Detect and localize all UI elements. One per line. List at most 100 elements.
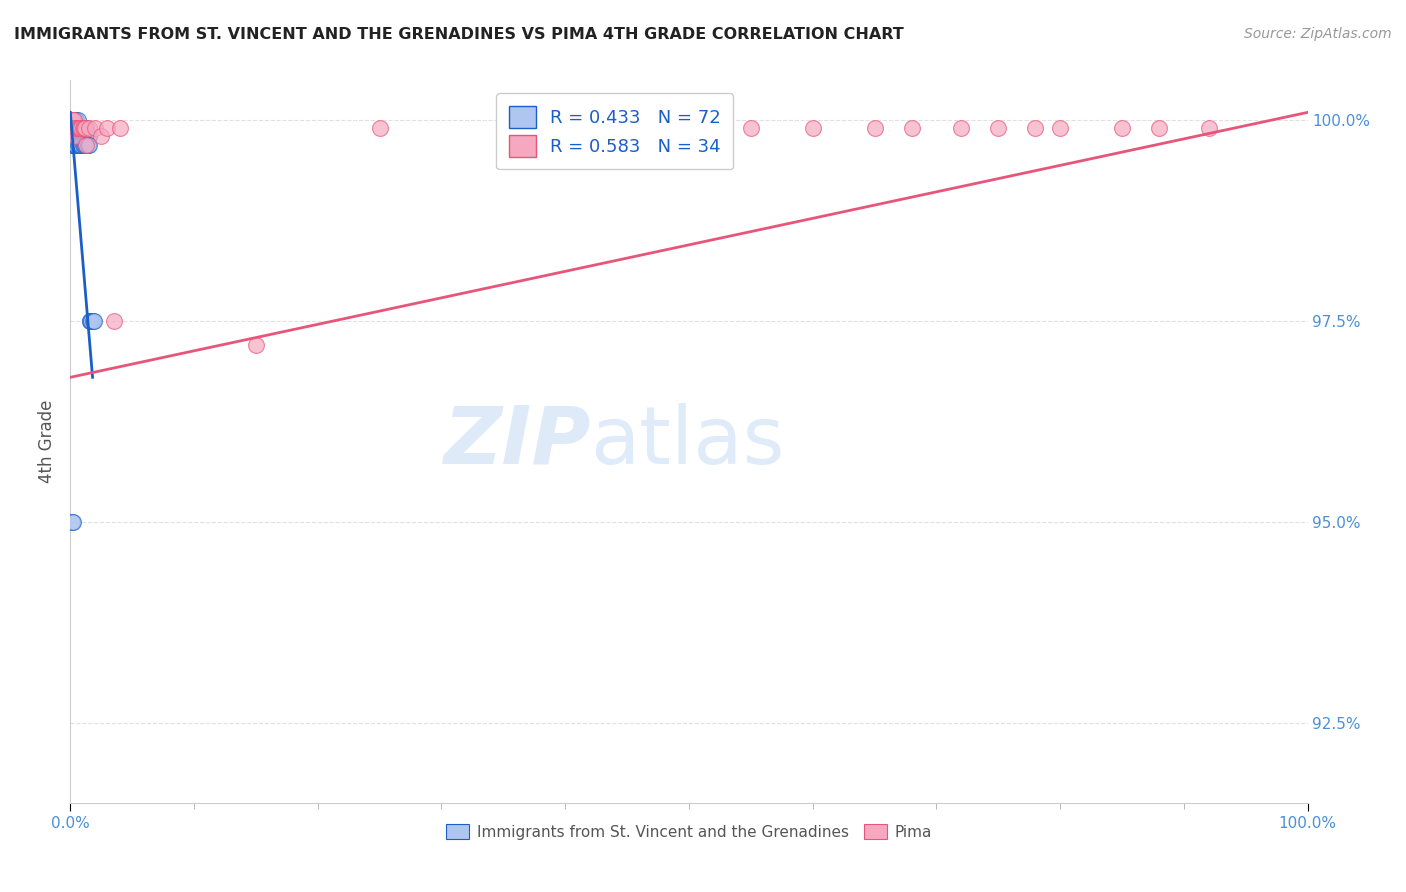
Point xyxy=(66,121,89,136)
Point xyxy=(60,113,83,128)
Point xyxy=(73,121,96,136)
Point xyxy=(82,314,104,328)
Point xyxy=(65,129,87,144)
Point xyxy=(67,129,90,144)
Point xyxy=(63,121,86,136)
Point xyxy=(62,129,84,144)
Point xyxy=(79,314,101,328)
Point xyxy=(67,137,90,152)
Point xyxy=(63,137,86,152)
Text: ZIP: ZIP xyxy=(443,402,591,481)
Point xyxy=(67,121,90,136)
Point xyxy=(62,137,84,152)
Point xyxy=(245,338,267,352)
Point xyxy=(62,121,84,136)
Point xyxy=(65,121,87,136)
Point xyxy=(103,314,125,328)
Point xyxy=(63,113,86,128)
Point xyxy=(62,113,84,128)
Point xyxy=(62,113,84,128)
Point xyxy=(368,121,391,136)
Point xyxy=(72,137,94,152)
Point xyxy=(66,121,89,136)
Point xyxy=(863,121,886,136)
Point xyxy=(90,129,112,144)
Point xyxy=(108,121,131,136)
Point xyxy=(62,121,84,136)
Point xyxy=(70,121,93,136)
Point xyxy=(75,137,97,152)
Point xyxy=(65,137,87,152)
Point xyxy=(77,129,100,144)
Point xyxy=(77,121,100,136)
Point xyxy=(1111,121,1133,136)
Point xyxy=(65,137,87,152)
Point xyxy=(70,121,93,136)
Point xyxy=(66,121,89,136)
Point xyxy=(96,121,118,136)
Point xyxy=(69,121,91,136)
Point xyxy=(65,121,87,136)
Point xyxy=(1198,121,1220,136)
Point xyxy=(69,129,91,144)
Point xyxy=(79,314,101,328)
Point xyxy=(69,137,91,152)
Point xyxy=(801,121,824,136)
Point xyxy=(75,121,97,136)
Point xyxy=(69,121,91,136)
Point xyxy=(72,121,94,136)
Point xyxy=(65,121,87,136)
Text: Source: ZipAtlas.com: Source: ZipAtlas.com xyxy=(1244,27,1392,41)
Point xyxy=(63,113,86,128)
Point xyxy=(65,121,87,136)
Point xyxy=(66,137,89,152)
Point xyxy=(66,129,89,144)
Text: IMMIGRANTS FROM ST. VINCENT AND THE GRENADINES VS PIMA 4TH GRADE CORRELATION CHA: IMMIGRANTS FROM ST. VINCENT AND THE GREN… xyxy=(14,27,904,42)
Point xyxy=(62,121,84,136)
Point xyxy=(60,113,83,128)
Point xyxy=(66,113,89,128)
Point xyxy=(60,515,83,529)
Text: atlas: atlas xyxy=(591,402,785,481)
Point xyxy=(1147,121,1170,136)
Point xyxy=(60,121,83,136)
Point xyxy=(65,137,87,152)
Point xyxy=(72,121,94,136)
Point xyxy=(60,137,83,152)
Point xyxy=(60,113,83,128)
Point xyxy=(900,121,922,136)
Point xyxy=(70,137,93,152)
Legend: Immigrants from St. Vincent and the Grenadines, Pima: Immigrants from St. Vincent and the Gren… xyxy=(440,818,938,846)
Point xyxy=(75,137,97,152)
Point xyxy=(65,113,87,128)
Point xyxy=(62,113,84,128)
Point xyxy=(73,129,96,144)
Point xyxy=(1024,121,1046,136)
Point xyxy=(65,121,87,136)
Point xyxy=(75,121,97,136)
Point xyxy=(69,121,91,136)
Point xyxy=(67,121,90,136)
Point xyxy=(76,129,98,144)
Y-axis label: 4th Grade: 4th Grade xyxy=(38,400,56,483)
Point xyxy=(70,129,93,144)
Point xyxy=(987,121,1010,136)
Point xyxy=(63,121,86,136)
Point xyxy=(83,314,105,328)
Point xyxy=(60,113,83,128)
Point xyxy=(65,129,87,144)
Point xyxy=(950,121,973,136)
Point xyxy=(65,113,87,128)
Point xyxy=(740,121,762,136)
Point xyxy=(62,515,84,529)
Point xyxy=(73,137,96,152)
Point xyxy=(72,129,94,144)
Point xyxy=(65,129,87,144)
Point xyxy=(72,121,94,136)
Point xyxy=(70,121,93,136)
Point xyxy=(75,121,97,136)
Point xyxy=(63,113,86,128)
Point xyxy=(75,129,97,144)
Point xyxy=(75,137,97,152)
Point xyxy=(75,129,97,144)
